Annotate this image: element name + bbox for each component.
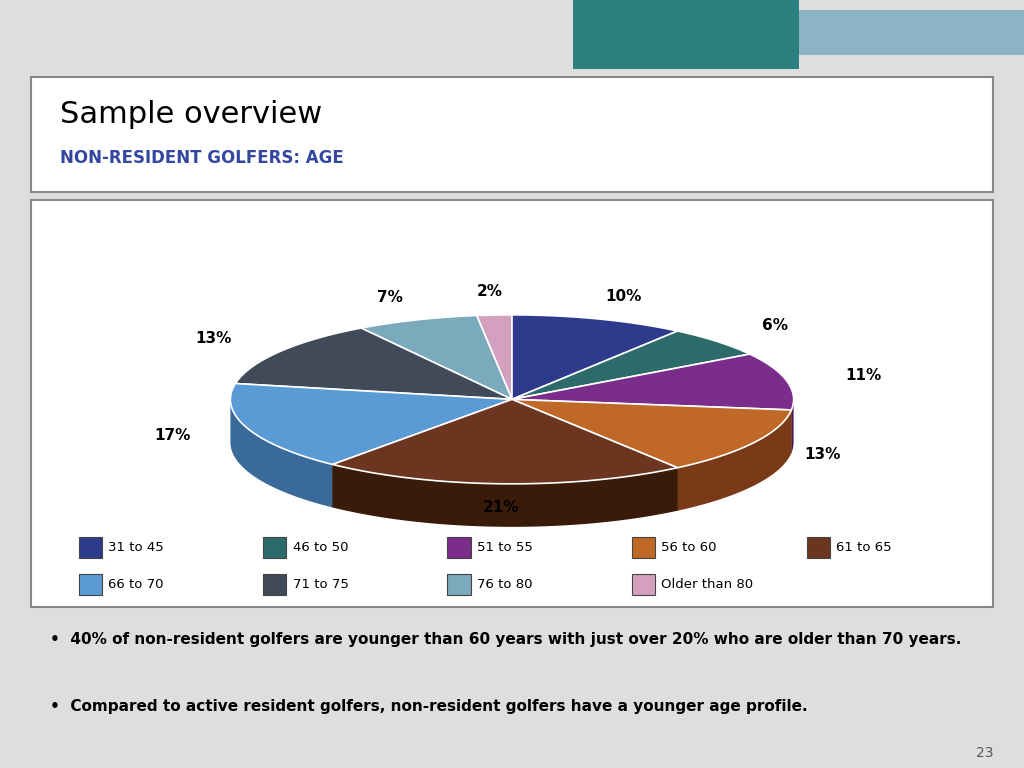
Bar	[632, 574, 655, 595]
Text: 6%: 6%	[762, 318, 787, 333]
Polygon shape	[230, 400, 333, 508]
Bar	[807, 537, 829, 558]
Text: 31 to 45: 31 to 45	[109, 541, 164, 554]
Text: 11%: 11%	[846, 369, 882, 383]
Text: 17%: 17%	[155, 429, 191, 443]
Polygon shape	[477, 315, 512, 399]
Polygon shape	[333, 399, 512, 508]
Polygon shape	[361, 316, 512, 399]
Polygon shape	[333, 399, 678, 484]
Bar	[632, 537, 655, 558]
Text: 51 to 55: 51 to 55	[477, 541, 532, 554]
Text: 56 to 60: 56 to 60	[662, 541, 717, 554]
Polygon shape	[512, 399, 792, 453]
Polygon shape	[512, 399, 678, 511]
Bar	[573, 0, 799, 69]
Polygon shape	[512, 315, 678, 399]
Bar	[447, 537, 471, 558]
Polygon shape	[512, 399, 678, 511]
FancyBboxPatch shape	[31, 77, 993, 192]
Polygon shape	[792, 400, 794, 453]
Text: 7%: 7%	[377, 290, 402, 305]
Bar	[79, 537, 102, 558]
Text: 10%: 10%	[605, 289, 642, 304]
Text: 46 to 50: 46 to 50	[293, 541, 348, 554]
Text: 23: 23	[976, 746, 993, 760]
Polygon shape	[230, 383, 512, 465]
Bar	[447, 574, 471, 595]
Text: 2%: 2%	[476, 284, 503, 299]
Polygon shape	[678, 410, 792, 511]
Polygon shape	[512, 399, 792, 453]
Polygon shape	[512, 331, 750, 399]
Polygon shape	[333, 465, 678, 527]
Polygon shape	[512, 399, 792, 468]
Bar	[263, 574, 287, 595]
Text: Older than 80: Older than 80	[662, 578, 754, 591]
Bar	[79, 574, 102, 595]
Text: 13%: 13%	[196, 331, 232, 346]
Bar	[799, 11, 1024, 55]
Text: 21%: 21%	[482, 500, 519, 515]
Text: 71 to 75: 71 to 75	[293, 578, 348, 591]
Text: 13%: 13%	[804, 447, 841, 462]
Bar	[263, 537, 287, 558]
Text: 66 to 70: 66 to 70	[109, 578, 164, 591]
Polygon shape	[512, 354, 794, 410]
Text: NON-RESIDENT GOLFERS: AGE: NON-RESIDENT GOLFERS: AGE	[59, 149, 343, 167]
Text: •  Compared to active resident golfers, non-resident golfers have a younger age : • Compared to active resident golfers, n…	[50, 699, 808, 714]
Text: Sample overview: Sample overview	[59, 100, 322, 129]
Text: •  40% of non-resident golfers are younger than 60 years with just over 20% who : • 40% of non-resident golfers are younge…	[50, 632, 962, 647]
Polygon shape	[236, 328, 512, 399]
FancyBboxPatch shape	[31, 200, 993, 607]
Text: 61 to 65: 61 to 65	[837, 541, 892, 554]
Text: 76 to 80: 76 to 80	[477, 578, 532, 591]
Polygon shape	[333, 399, 512, 508]
